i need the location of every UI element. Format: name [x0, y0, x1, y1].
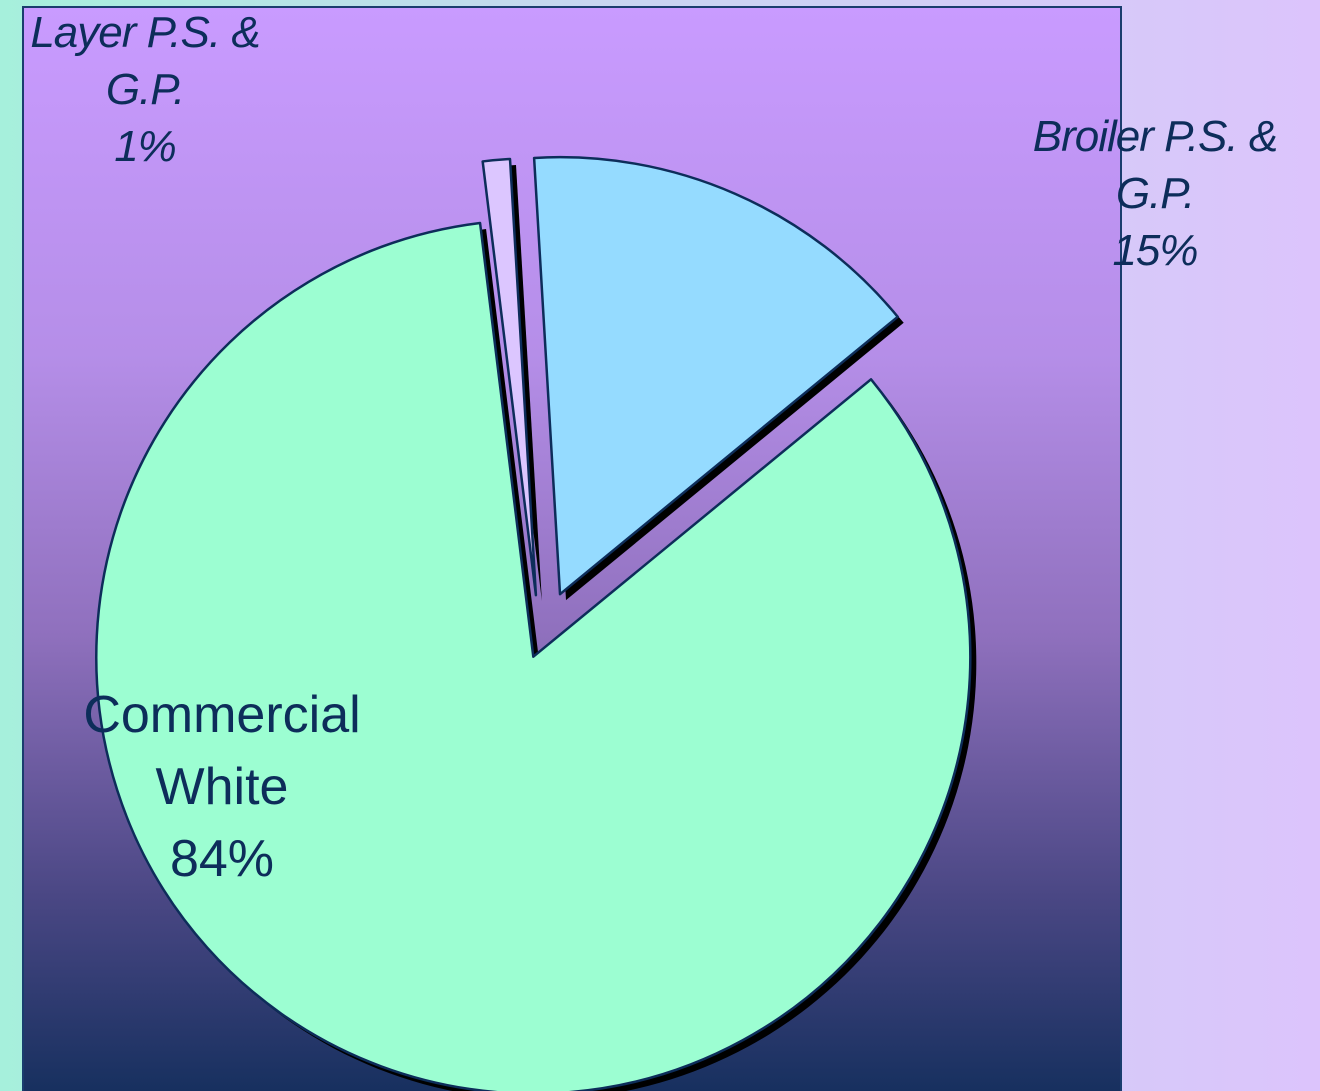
slice-label-broiler-line2: G.P. [1115, 169, 1195, 219]
slice-label-layer: Layer P.S. & G.P. 1% [0, 4, 290, 176]
slice-label-commercial-line2: White [155, 757, 289, 816]
slice-label-commercial-line1: Commercial [83, 686, 361, 744]
slice-label-layer-percent: 1% [114, 122, 177, 172]
pie-slice-layer-p-s-g-p[interactable] [481, 157, 538, 597]
slice-label-layer-line1: Layer P.S. & [30, 8, 260, 57]
pie-slice-broiler-p-s-g-p[interactable] [532, 156, 899, 596]
slice-label-broiler: Broiler P.S. & G.P. 15% [1005, 108, 1305, 280]
pie-slice-commercial-white[interactable] [95, 221, 972, 1091]
slice-label-commercial: Commercial White 84% [62, 680, 382, 895]
slice-label-broiler-line1: Broiler P.S. & [1032, 112, 1278, 161]
slice-label-commercial-percent: 84% [169, 829, 275, 888]
slice-label-broiler-percent: 15% [1112, 226, 1198, 276]
slice-label-layer-line2: G.P. [105, 65, 185, 115]
